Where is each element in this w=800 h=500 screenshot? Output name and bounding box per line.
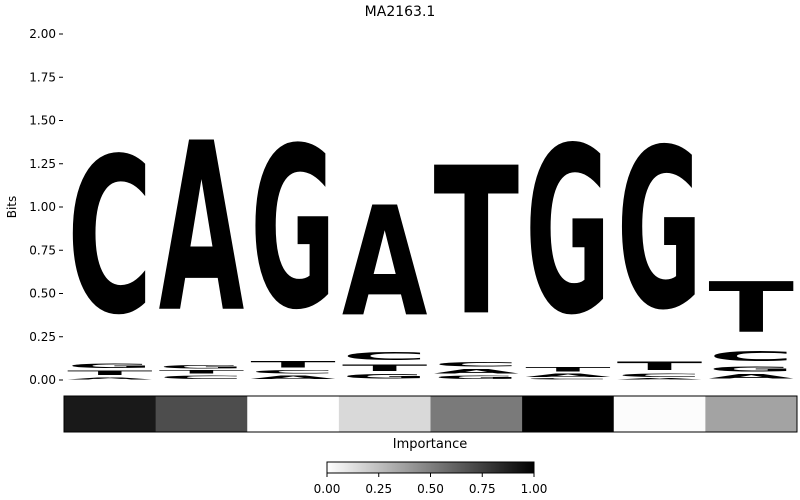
logo-letter-A: A (708, 373, 794, 380)
logo-letter-T: T (342, 363, 428, 373)
y-tick-label: 0.00 (29, 373, 56, 387)
logo-letter-T: T (250, 359, 336, 369)
importance-cell (247, 396, 340, 432)
logo-letter-A: A (250, 375, 336, 380)
logo-letter-A: A (434, 368, 520, 375)
logo-letter-C: C (708, 349, 794, 365)
importance-cell (430, 396, 523, 432)
colorbar-tick-label: 0.75 (469, 482, 496, 496)
importance-label: Importance (393, 437, 468, 452)
importance-heatmap-frame (63, 395, 798, 433)
logo-letter-C: C (159, 375, 245, 380)
logo-letter-A: A (617, 378, 703, 380)
colorbar-ticks: 0.00 0.25 0.50 0.75 1.00 (314, 473, 548, 496)
y-tick-label: 0.75 (29, 243, 56, 257)
logo-letter-T: T (708, 268, 794, 349)
logo-letter-C: C (342, 351, 428, 363)
y-axis-label: Bits (5, 196, 19, 219)
colorbar-tick-label: 0.00 (314, 482, 341, 496)
importance-cell (155, 396, 248, 432)
y-tick-label: 1.00 (29, 200, 56, 214)
importance-cell (338, 396, 431, 432)
y-axis: 0.00 0.25 0.50 0.75 1.00 1.25 1.50 1.75 2.00 (29, 27, 63, 387)
logo-letter-C: C (617, 373, 703, 378)
y-tick-label: 1.25 (29, 157, 56, 171)
logo-letter-G: G (250, 100, 336, 359)
logo-letter-C: C (250, 370, 336, 375)
importance-cell (613, 396, 706, 432)
colorbar-tick-label: 0.50 (417, 482, 444, 496)
logo-letter-A: A (159, 93, 245, 364)
logo-letter-G: G (617, 102, 703, 359)
y-tick-label: 2.00 (29, 27, 56, 41)
logo-letter-T: T (159, 370, 245, 375)
logo-letter-G: G (342, 373, 428, 380)
logo-letter-T: T (67, 370, 153, 377)
logo-letter-T: T (525, 366, 611, 373)
logo-letter-A: A (525, 373, 611, 378)
logo-letter-C: C (67, 112, 153, 362)
logo-letter-G: G (525, 99, 611, 365)
colorbar-tick-label: 1.00 (521, 482, 548, 496)
colorbar (326, 461, 535, 474)
y-tick-label: 0.25 (29, 330, 56, 344)
logo-letter-G: G (67, 363, 153, 370)
logo-letter-T: T (434, 125, 520, 361)
logo-letter-A: A (342, 175, 428, 351)
y-tick-label: 0.50 (29, 287, 56, 301)
logo-letter-C: C (525, 378, 611, 380)
chart-title: MA2163.1 (365, 4, 436, 20)
importance-heatmap (64, 396, 798, 432)
logo-letter-C: C (434, 361, 520, 368)
importance-cell (705, 396, 798, 432)
colorbar-tick-label: 0.25 (365, 482, 392, 496)
importance-cell (64, 396, 157, 432)
logo-letter-G: G (159, 364, 245, 369)
logo-letter-T: T (617, 359, 703, 373)
y-tick-label: 1.50 (29, 114, 56, 128)
y-tick-label: 1.75 (29, 70, 56, 84)
logo-letter-G: G (434, 375, 520, 380)
logo-letter-G: G (708, 365, 794, 374)
importance-cell (522, 396, 615, 432)
logo-letter-A: A (67, 377, 153, 380)
